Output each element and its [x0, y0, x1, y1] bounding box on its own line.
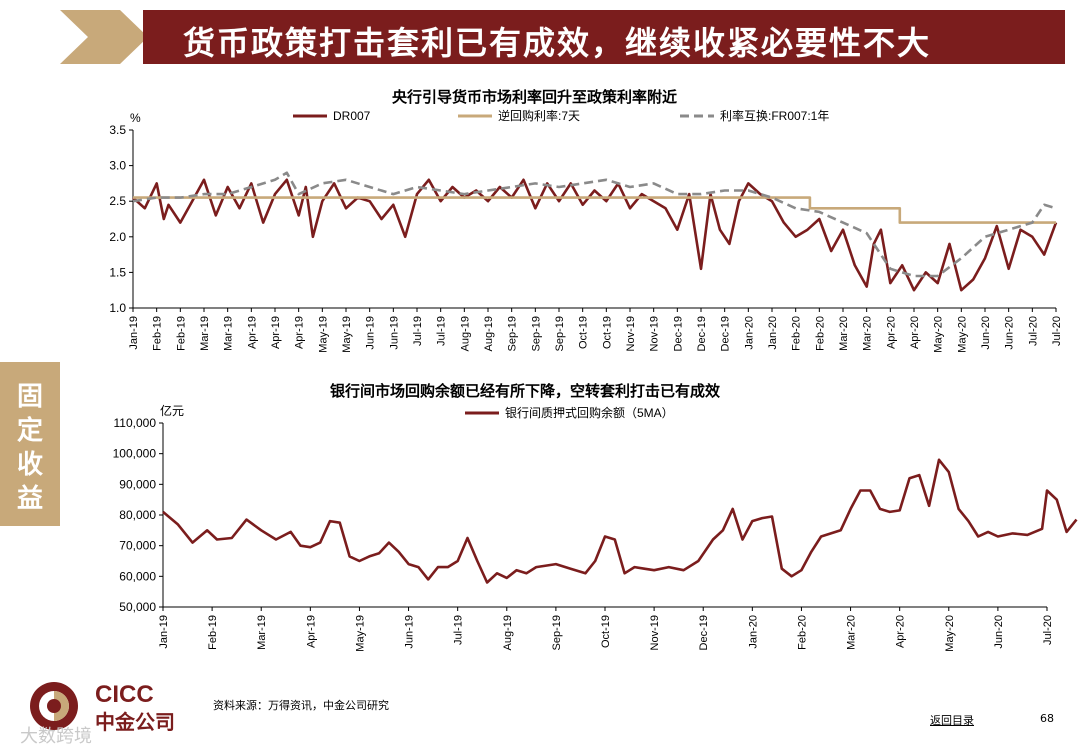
chart1-series-line-3	[132, 171, 1057, 278]
chart2-x-tick-label: Jul-20	[1042, 615, 1054, 645]
chart1-x-tick-label: Apr-19	[270, 316, 282, 349]
chart1-y-tick-label: 2.5	[109, 194, 126, 208]
chart1-x-tick-label: Jun-19	[365, 316, 377, 350]
chart1-y-unit-label: %	[130, 111, 141, 125]
chart1-x-tick-label: Jun-20	[1004, 316, 1016, 350]
chart1-x-tick-label: Jan-19	[128, 316, 140, 350]
chart2-x-tick-label: Dec-19	[698, 615, 710, 650]
chart1-x-tick-label: Nov-19	[625, 316, 637, 351]
chart1-series-line-1	[132, 178, 1058, 292]
chart1-x-tick-label: Sep-19	[530, 316, 542, 351]
chart2-y-tick-label: 90,000	[119, 477, 156, 491]
chart1-x-tick-label: Jan-20	[767, 316, 779, 350]
chart2-x-tick-label: May-19	[354, 615, 366, 652]
cicc-logo-icon	[30, 682, 78, 730]
chart2-legend-label-1: 银行间质押式回购余额（5MA）	[505, 405, 674, 420]
chart2-x-tick-label: Jun-19	[404, 615, 416, 649]
chart1-x-tick-label: Oct-19	[601, 316, 613, 349]
chart2-y-unit-label: 亿元	[160, 403, 184, 418]
chart2-x-tick-label: Mar-20	[846, 615, 858, 650]
chart1-series-line-2	[133, 196, 1056, 224]
chart2-x-tick-label: Apr-19	[305, 615, 317, 648]
chart1-x-tick-label: Feb-19	[152, 316, 164, 351]
chevron-decoration	[60, 10, 148, 64]
chart2-x-tick-label: Feb-20	[796, 615, 808, 650]
chart1-x-tick-label: Sep-19	[554, 316, 566, 351]
chart1-x-tick-label: Feb-20	[791, 316, 803, 351]
chart1-x-tick-label: May-20	[956, 316, 968, 353]
chart1-y-tick-label: 1.0	[109, 301, 126, 315]
chart2-x-tick-label: Jul-19	[453, 615, 465, 645]
chart1-x-tick-label: Mar-19	[223, 316, 235, 351]
chart1-x-tick-label: Feb-20	[814, 316, 826, 351]
source-note: 资料来源：万得资讯，中金公司研究	[213, 699, 389, 712]
watermark: 大数跨境	[20, 726, 92, 747]
chart2-title: 银行间市场回购余额已经有所下降，空转套利打击已有成效	[330, 382, 721, 400]
chart1-x-tick-label: Apr-20	[909, 316, 921, 349]
chart1-x-tick-label: Jul-20	[1051, 316, 1063, 346]
chart1-x-tick-label: May-20	[933, 316, 945, 353]
chart2-y-tick-label: 60,000	[119, 569, 156, 583]
chart2-x-tick-label: Jun-20	[993, 615, 1005, 649]
page-number: 68	[1040, 712, 1054, 725]
chart1-legend-label-1: DR007	[333, 109, 371, 123]
chart2-y-tick-label: 50,000	[119, 600, 156, 614]
logo-text-en: CICC	[95, 681, 154, 708]
chart1-x-tick-label: Aug-19	[483, 316, 495, 351]
chart2-y-tick-label: 80,000	[119, 508, 156, 522]
chart2-y-tick-label: 100,000	[113, 447, 157, 461]
chart1-x-tick-label: Dec-19	[672, 316, 684, 351]
chart2-series-line-1	[162, 458, 1078, 584]
chart1-legend-label-3: 利率互换:FR007:1年	[720, 108, 829, 123]
section-tab-label: 固定收益	[16, 382, 43, 514]
chart2-x-tick-label: Nov-19	[649, 615, 661, 650]
chart1-y-tick-label: 2.0	[109, 230, 126, 244]
chart1-x-tick-label: Jul-19	[412, 316, 424, 346]
chart1-title: 央行引导货币市场利率回升至政策利率附近	[392, 88, 678, 106]
chart2-x-tick-label: Sep-19	[551, 615, 563, 650]
chart2-x-tick-label: Oct-19	[600, 615, 612, 648]
chart1-x-tick-label: May-19	[341, 316, 353, 353]
chart2-x-tick-label: Jan-20	[747, 615, 759, 649]
chart1-x-tick-label: Apr-20	[885, 316, 897, 349]
chart2-y-tick-label: 70,000	[119, 539, 156, 553]
chart2-x-tick-label: Apr-20	[895, 615, 907, 648]
chart1-x-tick-label: Apr-19	[294, 316, 306, 349]
chart1-legend-label-2: 逆回购利率:7天	[498, 108, 580, 123]
chart1-x-tick-label: Feb-19	[175, 316, 187, 351]
chart1-x-tick-label: Jan-20	[743, 316, 755, 350]
chart1-x-tick-label: May-19	[317, 316, 329, 353]
chart1-x-tick-label: Jun-19	[388, 316, 400, 350]
page-title: 货币政策打击套利已有成效，继续收紧必要性不大	[183, 24, 932, 62]
chart2-x-tick-label: May-20	[944, 615, 956, 652]
chart2-x-tick-label: Aug-19	[502, 615, 514, 650]
chart1-x-tick-label: Mar-20	[862, 316, 874, 351]
chart1-x-tick-label: Jul-20	[1027, 316, 1039, 346]
chart1-x-tick-label: Dec-19	[720, 316, 732, 351]
chart1-x-tick-label: Nov-19	[649, 316, 661, 351]
chart2-y-tick-label: 110,000	[114, 416, 157, 430]
chart1-x-tick-label: Aug-19	[459, 316, 471, 351]
chart1-x-tick-label: Apr-19	[246, 316, 258, 349]
chart2-x-tick-label: Mar-19	[256, 615, 268, 650]
chart1-x-tick-label: Mar-20	[838, 316, 850, 351]
logo-text-cn: 中金公司	[95, 712, 175, 734]
chart1-x-tick-label: Oct-19	[578, 316, 590, 349]
chart1-y-tick-label: 3.5	[109, 123, 126, 137]
chart1-x-tick-label: Dec-19	[696, 316, 708, 351]
chart1-x-tick-label: Jul-19	[436, 316, 448, 346]
back-to-toc-link[interactable]: 返回目录	[930, 714, 974, 727]
chart1-y-tick-label: 1.5	[109, 265, 126, 279]
chart1-x-tick-label: Sep-19	[507, 316, 519, 351]
chart2-x-tick-label: Feb-19	[207, 615, 219, 650]
chart1-x-tick-label: Jun-20	[980, 316, 992, 350]
chart1-x-tick-label: Mar-19	[199, 316, 211, 351]
section-tab[interactable]: 固定收益	[0, 362, 60, 526]
header-bar: 货币政策打击套利已有成效，继续收紧必要性不大	[143, 10, 1065, 64]
chart1-y-tick-label: 3.0	[109, 159, 126, 173]
chart2-x-tick-label: Jan-19	[158, 615, 170, 649]
